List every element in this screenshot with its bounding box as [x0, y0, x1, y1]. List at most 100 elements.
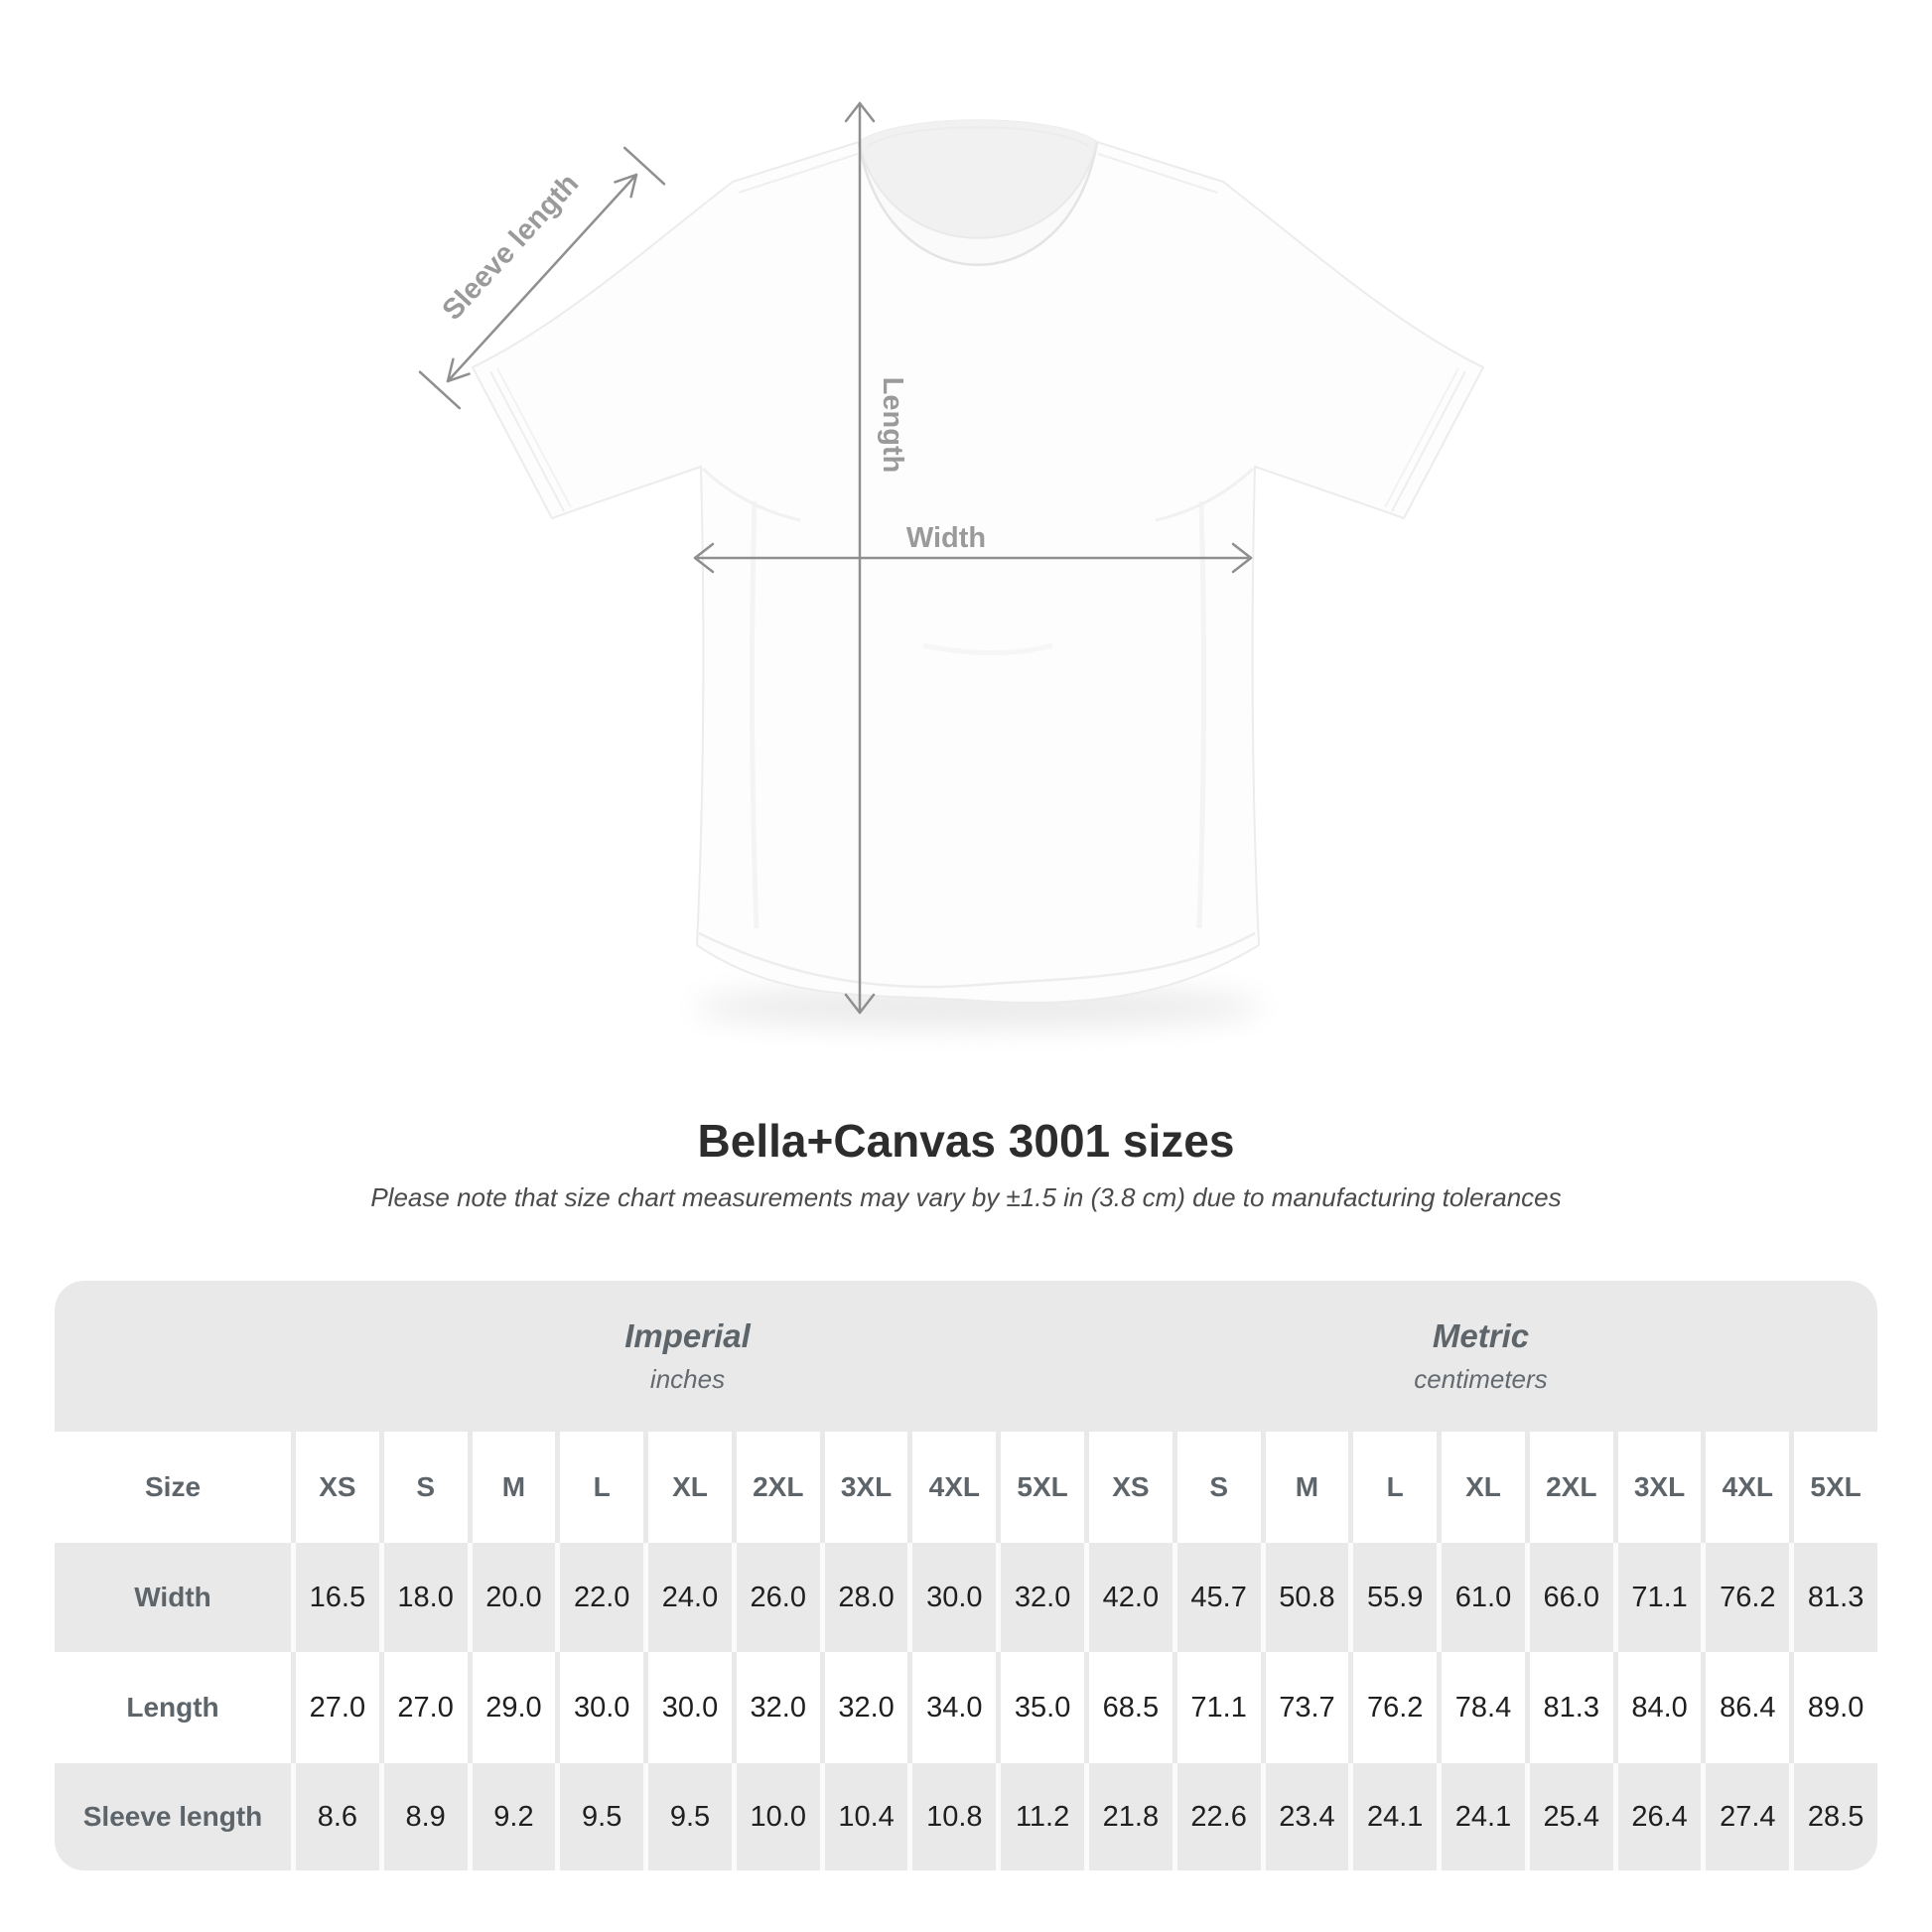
value-cell-metric: 71.1 [1172, 1652, 1261, 1763]
value-cell-imperial: 27.0 [291, 1652, 379, 1763]
value-cell-imperial: 27.0 [378, 1652, 468, 1763]
value-cell-imperial: 32.0 [819, 1652, 908, 1763]
right-cuff-stitch2 [1384, 367, 1459, 508]
sleeve-length-row: Sleeve length 8.6 8.9 9.2 9.5 9.5 10.0 10.4 10.8… [55, 1763, 1877, 1870]
value-cell-metric: 26.4 [1612, 1763, 1702, 1870]
value-cell-metric: 28.5 [1789, 1763, 1877, 1870]
value-cell-imperial: 22.0 [555, 1543, 644, 1652]
size-col-header-metric: 3XL [1612, 1432, 1702, 1543]
measurement-row-label: Sleeve length [55, 1763, 291, 1870]
left-cuff-stitch [489, 370, 565, 512]
size-col-header-metric: M [1260, 1432, 1349, 1543]
measurement-row-label: Length [55, 1652, 291, 1763]
value-cell-metric: 76.2 [1701, 1543, 1790, 1652]
back-collar-seam [867, 126, 1089, 147]
value-cell-metric: 71.1 [1612, 1543, 1702, 1652]
value-cell-metric: 22.6 [1172, 1763, 1261, 1870]
value-cell-imperial: 11.2 [996, 1763, 1084, 1870]
value-cell-metric: 55.9 [1348, 1543, 1438, 1652]
band-spacer [55, 1281, 291, 1432]
left-cuff-stitch2 [496, 367, 572, 508]
value-cell-metric: 81.3 [1789, 1543, 1877, 1652]
size-col-header-imperial: L [555, 1432, 644, 1543]
value-cell-imperial: 30.0 [907, 1543, 997, 1652]
value-cell-metric: 76.2 [1348, 1652, 1438, 1763]
value-cell-metric: 86.4 [1701, 1652, 1790, 1763]
value-cell-metric: 61.0 [1437, 1543, 1525, 1652]
value-cell-metric: 42.0 [1084, 1543, 1173, 1652]
value-cell-imperial: 30.0 [555, 1652, 644, 1763]
fold-chest [922, 642, 1053, 655]
left-shoulder-seam [738, 153, 859, 194]
tolerance-note: Please note that size chart measurements… [370, 1182, 1562, 1213]
size-col-header-imperial: XL [643, 1432, 732, 1543]
size-table: Imperial inches Metric centimeters Size X… [55, 1281, 1877, 1870]
value-cell-imperial: 28.0 [819, 1543, 908, 1652]
metric-title: Metric [1432, 1317, 1530, 1354]
value-cell-imperial: 9.5 [555, 1763, 644, 1870]
value-cell-metric: 24.1 [1437, 1763, 1525, 1870]
value-cell-metric: 24.1 [1348, 1763, 1438, 1870]
size-col-header-imperial: S [378, 1432, 468, 1543]
size-col-header-metric: 5XL [1789, 1432, 1877, 1543]
size-col-header-imperial: 4XL [907, 1432, 997, 1543]
value-cell-imperial: 24.0 [643, 1543, 732, 1652]
value-cell-metric: 21.8 [1084, 1763, 1173, 1870]
sleeve-length-label: Sleeve length [437, 168, 586, 327]
size-col-header-metric: XS [1084, 1432, 1173, 1543]
value-cell-metric: 81.3 [1524, 1652, 1613, 1763]
value-cell-metric: 89.0 [1789, 1652, 1877, 1763]
value-cell-imperial: 30.0 [643, 1652, 732, 1763]
size-col-header-metric: XL [1437, 1432, 1525, 1543]
value-cell-imperial: 10.4 [819, 1763, 908, 1870]
unit-header-band: Imperial inches Metric centimeters [55, 1281, 1877, 1432]
value-cell-imperial: 10.8 [907, 1763, 997, 1870]
value-cell-imperial: 29.0 [467, 1652, 556, 1763]
imperial-title: Imperial [624, 1317, 751, 1354]
value-cell-metric: 66.0 [1524, 1543, 1613, 1652]
length-label: Length [877, 377, 908, 474]
value-cell-imperial: 8.9 [378, 1763, 468, 1870]
length-row: Length 27.0 27.0 29.0 30.0 30.0 32.0 32.0 34.0 35… [55, 1652, 1877, 1763]
value-cell-metric: 78.4 [1437, 1652, 1525, 1763]
tshirt-graphic [471, 119, 1485, 1029]
value-cell-metric: 25.4 [1524, 1763, 1613, 1870]
value-cell-imperial: 8.6 [291, 1763, 379, 1870]
collar-inner-seam [858, 141, 1098, 239]
shirt-body [471, 119, 1485, 1004]
value-cell-metric: 45.7 [1172, 1543, 1261, 1652]
value-cell-imperial: 9.2 [467, 1763, 556, 1870]
width-label: Width [906, 522, 986, 554]
value-cell-metric: 50.8 [1260, 1543, 1349, 1652]
size-col-header-metric: 2XL [1524, 1432, 1613, 1543]
value-cell-imperial: 26.0 [731, 1543, 820, 1652]
size-col-header-metric: S [1172, 1432, 1261, 1543]
size-col-header-metric: L [1348, 1432, 1438, 1543]
value-cell-imperial: 32.0 [996, 1543, 1084, 1652]
value-cell-metric: 84.0 [1612, 1652, 1702, 1763]
value-cell-imperial: 18.0 [378, 1543, 468, 1652]
value-cell-imperial: 20.0 [467, 1543, 556, 1652]
value-cell-metric: 73.7 [1260, 1652, 1349, 1763]
value-cell-imperial: 9.5 [643, 1763, 732, 1870]
metric-header: Metric centimeters [1084, 1281, 1877, 1432]
size-col-header-imperial: 3XL [819, 1432, 908, 1543]
width-arrow [693, 542, 1253, 574]
width-row: Width 16.5 18.0 20.0 22.0 24.0 26.0 28.0 30.0 32.… [55, 1543, 1877, 1652]
size-corner-header: Size [55, 1432, 291, 1543]
size-header-row: Size XS S M L XL 2XL 3XL 4XL 5XL XS S M L XL 2XL 3XL 4XL 5… [55, 1432, 1877, 1543]
size-col-header-metric: 4XL [1701, 1432, 1790, 1543]
fold-left [750, 500, 759, 929]
value-cell-imperial: 16.5 [291, 1543, 379, 1652]
metric-unit: centimeters [1414, 1364, 1548, 1394]
sleeve-length-arrow [418, 146, 666, 410]
value-cell-metric: 68.5 [1084, 1652, 1173, 1763]
value-cell-metric: 23.4 [1260, 1763, 1349, 1870]
imperial-header: Imperial inches [291, 1281, 1084, 1432]
value-cell-imperial: 32.0 [731, 1652, 820, 1763]
fold-right [1196, 500, 1206, 929]
collar-outer-seam [857, 141, 1099, 266]
hem-stitch [698, 931, 1256, 989]
page-title: Bella+Canvas 3001 sizes [697, 1115, 1235, 1167]
